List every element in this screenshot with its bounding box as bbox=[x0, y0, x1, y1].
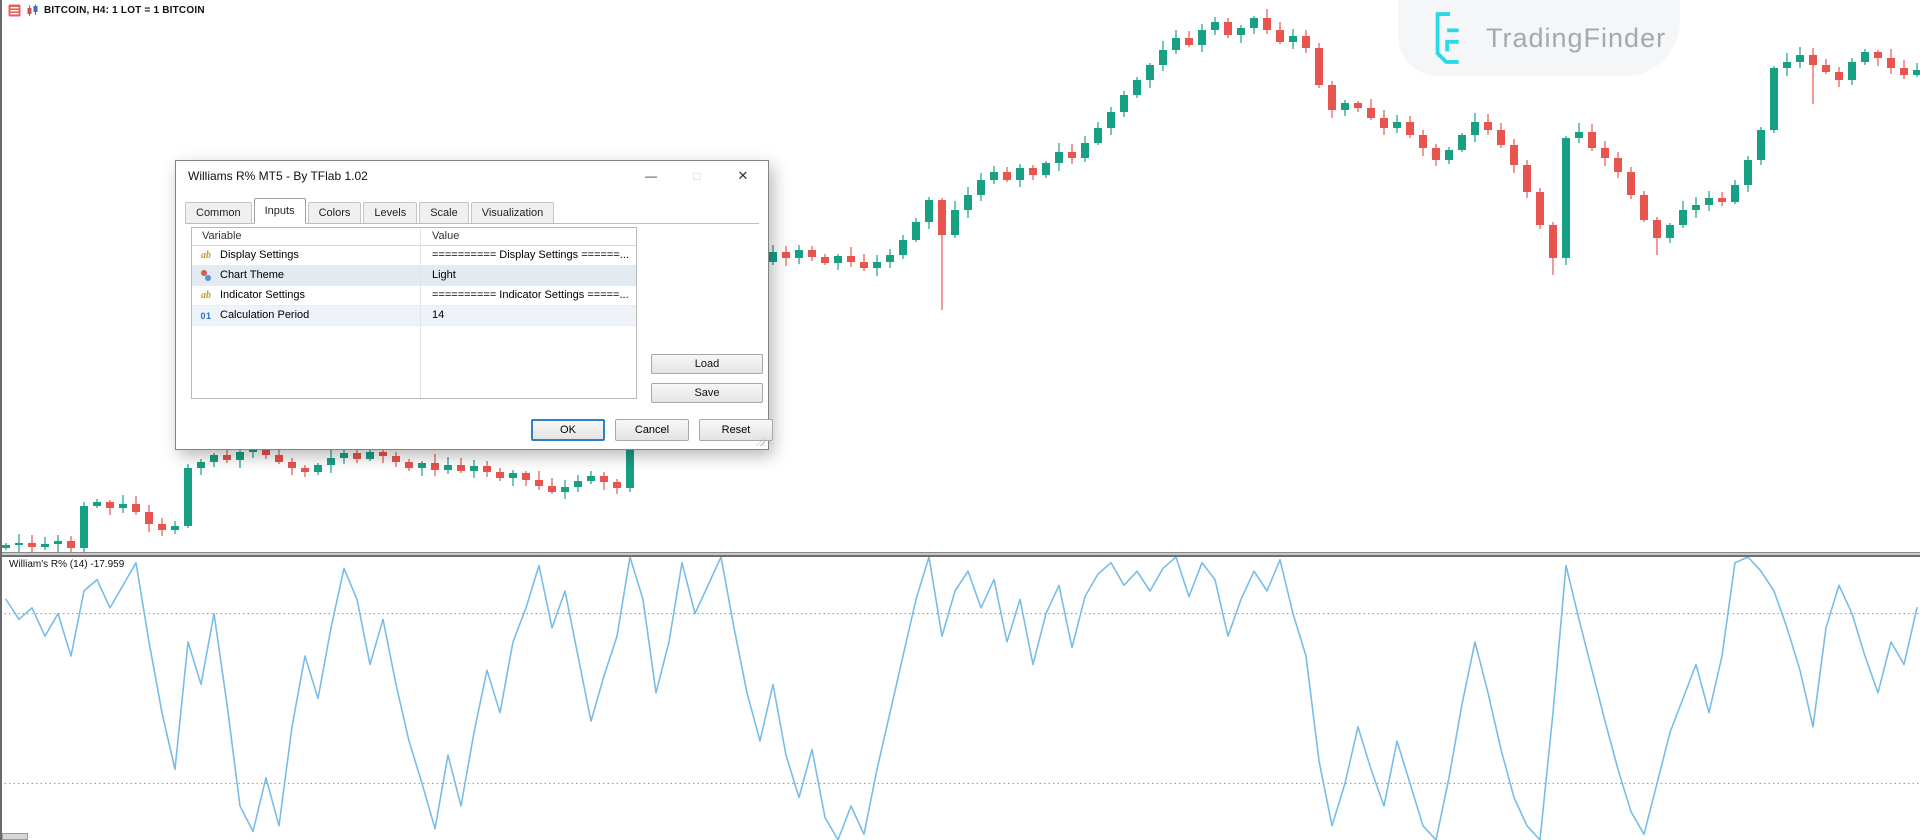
dialog-title: Williams R% MT5 - By TFlab 1.02 bbox=[188, 169, 368, 183]
candlestick-svg bbox=[2, 9, 1920, 552]
reset-button[interactable]: Reset bbox=[699, 419, 773, 441]
variable-name: Chart Theme bbox=[220, 269, 284, 281]
variable-name: Display Settings bbox=[220, 249, 299, 261]
tradingfinder-logo-icon bbox=[1435, 12, 1459, 64]
row-variable-cell: ab Display Settings bbox=[192, 246, 420, 265]
williams-r-svg bbox=[0, 557, 1920, 840]
row-variable-cell: Chart Theme bbox=[192, 266, 420, 285]
load-button[interactable]: Load bbox=[651, 354, 763, 374]
maximize-icon[interactable]: □ bbox=[693, 169, 701, 183]
tradingfinder-logo-text: TradingFinder bbox=[1486, 22, 1667, 53]
ok-button[interactable]: OK bbox=[531, 419, 605, 441]
table-header-value: Value bbox=[432, 230, 460, 242]
variable-name: Indicator Settings bbox=[220, 289, 305, 301]
williams-r-panel[interactable]: William's R% (14) -17.959 bbox=[0, 557, 1920, 840]
variable-value[interactable]: ========== Indicator Settings =====... bbox=[432, 289, 629, 301]
tab-visualization[interactable]: Visualization bbox=[470, 202, 555, 223]
dialog-window-buttons: — □ ✕ bbox=[628, 161, 766, 191]
table-header: Variable Value bbox=[192, 228, 636, 246]
variable-value[interactable]: Light bbox=[432, 269, 456, 281]
color-theme-icon bbox=[198, 269, 214, 282]
indicator-settings-dialog: Williams R% MT5 - By TFlab 1.02 — □ ✕ Comm… bbox=[175, 160, 773, 450]
row-variable-cell: 01 Calculation Period bbox=[192, 306, 420, 325]
table-column-divider bbox=[420, 228, 421, 398]
minimize-icon[interactable]: — bbox=[645, 169, 657, 183]
scrollbar-corner bbox=[2, 833, 28, 840]
chart-grid-icon bbox=[8, 4, 21, 17]
number-param-icon: 01 bbox=[200, 310, 212, 321]
dialog-tabs: Common Inputs Colors Levels Scale Visualizati… bbox=[185, 197, 759, 224]
window-left-border bbox=[0, 0, 2, 840]
row-variable-cell: ab Indicator Settings bbox=[192, 286, 420, 305]
dialog-bottom-buttons: OK Cancel Reset bbox=[531, 419, 773, 441]
dialog-side-buttons: Load Save bbox=[651, 354, 763, 403]
tab-colors[interactable]: Colors bbox=[307, 202, 362, 223]
resize-grip[interactable] bbox=[756, 437, 765, 446]
chart-panel-separator[interactable] bbox=[0, 552, 1920, 557]
cancel-button[interactable]: Cancel bbox=[615, 419, 689, 441]
close-icon[interactable]: ✕ bbox=[737, 168, 749, 183]
inputs-row-indicator-settings[interactable]: ab Indicator Settings ========== Indicator… bbox=[192, 286, 636, 306]
inputs-row-chart-theme[interactable]: Chart Theme Light bbox=[192, 266, 636, 286]
dialog-titlebar[interactable]: Williams R% MT5 - By TFlab 1.02 — □ ✕ bbox=[176, 161, 768, 191]
inputs-row-display-settings[interactable]: ab Display Settings ========== Display Set… bbox=[192, 246, 636, 266]
candles-icon bbox=[27, 4, 38, 16]
save-button[interactable]: Save bbox=[651, 383, 763, 403]
text-param-icon: ab bbox=[201, 249, 211, 261]
inputs-row-calculation-period[interactable]: 01 Calculation Period 14 bbox=[192, 306, 636, 326]
variable-value[interactable]: 14 bbox=[432, 309, 445, 321]
tab-common[interactable]: Common bbox=[185, 202, 252, 223]
table-header-variable: Variable bbox=[202, 230, 242, 242]
theme-dot-red bbox=[201, 269, 207, 276]
variable-name: Calculation Period bbox=[220, 309, 310, 321]
tab-inputs[interactable]: Inputs bbox=[253, 198, 306, 224]
variable-value[interactable]: ========== Display Settings ======... bbox=[432, 249, 629, 261]
inputs-table: Variable Value ab Display Settings =======… bbox=[191, 227, 637, 399]
symbol-info-text: BITCOIN, H4: 1 LOT = 1 BITCOIN bbox=[44, 5, 205, 16]
tradingfinder-watermark: TradingFinder bbox=[1398, 0, 1680, 76]
tab-levels[interactable]: Levels bbox=[363, 202, 418, 223]
tab-scale[interactable]: Scale bbox=[419, 202, 469, 223]
text-param-icon: ab bbox=[201, 289, 211, 301]
indicator-label: William's R% (14) -17.959 bbox=[9, 559, 125, 570]
theme-dot-blue bbox=[205, 274, 211, 281]
symbol-info: BITCOIN, H4: 1 LOT = 1 BITCOIN bbox=[8, 4, 205, 17]
